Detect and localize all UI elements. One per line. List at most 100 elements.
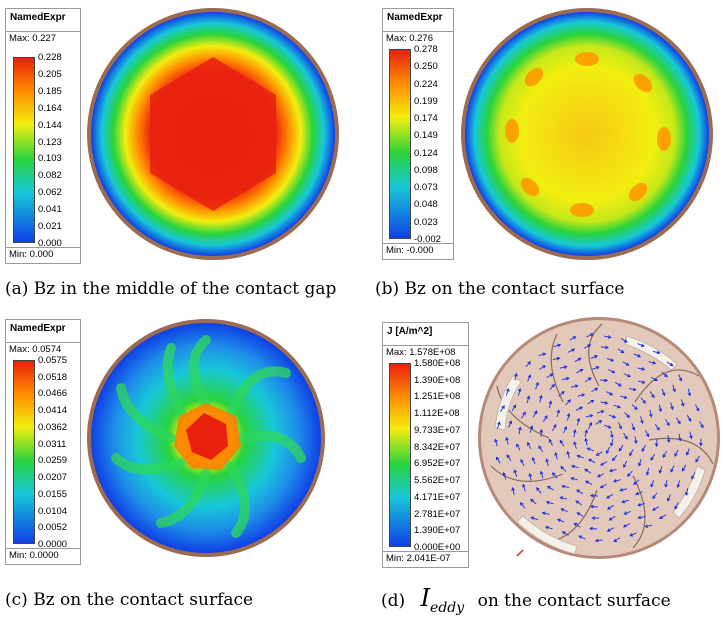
vector-arrow bbox=[623, 432, 628, 440]
vector-arrow bbox=[595, 451, 603, 456]
caption-c: (c) Bz on the contact surface bbox=[5, 590, 254, 610]
spiral-arms bbox=[111, 335, 306, 538]
hot-core bbox=[186, 413, 228, 460]
legend-min: Min: 2.041E-07 bbox=[383, 551, 468, 565]
vector-arrow bbox=[622, 523, 631, 528]
vector-arrow bbox=[609, 438, 614, 447]
vector-arrow bbox=[604, 424, 612, 429]
vector-arrow bbox=[650, 480, 655, 488]
caption-d-suffix: on the contact surface bbox=[477, 591, 671, 611]
vector-arrow bbox=[546, 373, 554, 378]
legend-max: Max: 1.578E+08 bbox=[383, 345, 468, 359]
legend-tick: 0.041 bbox=[38, 204, 62, 216]
caption-d-prefix: (d) bbox=[381, 591, 406, 611]
legend-tick: 0.0000 bbox=[38, 539, 68, 550]
vector-arrow bbox=[536, 487, 542, 494]
caption-d-subscript: eddy bbox=[430, 600, 465, 616]
vector-arrow bbox=[649, 391, 655, 399]
legend-tick: 0.023 bbox=[414, 216, 438, 228]
vector-arrow bbox=[652, 492, 658, 500]
vector-arrow bbox=[584, 437, 588, 446]
vector-arrow bbox=[672, 384, 676, 393]
legend-tick: 0.0104 bbox=[38, 505, 68, 517]
vector-arrow bbox=[691, 472, 696, 480]
vector-arrow bbox=[519, 501, 526, 509]
disk-field bbox=[481, 320, 717, 556]
hot-region bbox=[150, 57, 276, 211]
vector-arrow bbox=[676, 480, 681, 489]
vector-arrow bbox=[594, 538, 603, 543]
vector-arrow bbox=[648, 360, 657, 365]
vector-arrow bbox=[559, 496, 568, 500]
vector-arrow bbox=[608, 369, 616, 374]
vector-arrow bbox=[600, 400, 609, 405]
legend-tick: 0.048 bbox=[414, 199, 438, 211]
vector-arrow bbox=[592, 366, 600, 370]
vector-arrow bbox=[591, 516, 600, 520]
vector-arrow bbox=[666, 435, 671, 444]
vector-arrow bbox=[619, 488, 628, 492]
vector-arrow bbox=[613, 537, 621, 542]
legend-d: J [A/m^2] Max: 1.578E+08 1.580E+08 1.390E… bbox=[382, 322, 469, 568]
legend-min: Min: 0.0000 bbox=[6, 548, 80, 562]
vector-arrow bbox=[637, 515, 646, 520]
vector-arrow bbox=[545, 458, 549, 467]
vector-arrow bbox=[514, 372, 518, 381]
vector-arrow bbox=[666, 494, 671, 502]
legend-tick: 0.228 bbox=[38, 52, 62, 63]
legend-tick: 9.733E+07 bbox=[414, 424, 461, 436]
vector-arrow bbox=[576, 512, 584, 517]
vector-arrow bbox=[633, 353, 642, 358]
vector-arrow bbox=[577, 393, 586, 397]
legend-tick: -0.002 bbox=[414, 234, 441, 245]
vector-arrow bbox=[559, 365, 568, 369]
vector-arrow bbox=[610, 430, 614, 439]
vector-arrow bbox=[596, 473, 605, 478]
vector-arrow bbox=[539, 394, 543, 403]
vector-arrow bbox=[623, 510, 631, 515]
vector-arrow bbox=[624, 412, 631, 419]
vector-arrow bbox=[645, 430, 650, 438]
vector-arrow bbox=[584, 468, 592, 474]
legend-tick: 5.562E+07 bbox=[414, 475, 461, 487]
vector-arrow bbox=[595, 420, 603, 425]
vector-arrow bbox=[623, 460, 628, 469]
legend-tick: 0.123 bbox=[38, 136, 62, 148]
vector-arrow bbox=[587, 400, 595, 405]
vector-arrow bbox=[662, 450, 668, 458]
vector-arrow bbox=[626, 470, 633, 477]
legend-c: NamedExpr Max: 0.0574 0.0575 0.0518 0.0466… bbox=[5, 319, 81, 565]
legend-tick: 0.0052 bbox=[38, 522, 68, 534]
legend-max: Max: 0.276 bbox=[383, 31, 453, 45]
vector-arrow bbox=[645, 467, 650, 476]
legend-max: Max: 0.227 bbox=[6, 31, 80, 45]
legend-tick: 0.0311 bbox=[38, 438, 67, 450]
vector-arrow bbox=[496, 421, 501, 429]
legend-tick: 4.171E+07 bbox=[414, 491, 461, 503]
colorbar bbox=[13, 57, 35, 243]
vector-arrow bbox=[629, 449, 634, 457]
vector-arrow bbox=[607, 505, 614, 510]
vector-arrow bbox=[584, 344, 592, 349]
vector-arrow bbox=[686, 414, 692, 422]
legend-min: Min: -0.000 bbox=[383, 243, 453, 257]
vector-arrow bbox=[590, 355, 599, 359]
legend-tick: 0.164 bbox=[38, 102, 62, 114]
vector-arrow bbox=[606, 357, 615, 362]
colorbar bbox=[389, 363, 411, 547]
vector-arrow bbox=[551, 472, 558, 479]
vector-arrow bbox=[670, 402, 674, 411]
vector-arrow bbox=[584, 377, 592, 383]
vector-arrow bbox=[619, 395, 628, 400]
vector-arrow bbox=[637, 502, 646, 507]
vector-arrow bbox=[589, 504, 598, 509]
legend-tick: 0.000E+00 bbox=[414, 542, 461, 553]
vector-arrow bbox=[508, 420, 513, 428]
vector-arrow bbox=[608, 515, 616, 521]
legend-a: NamedExpr Max: 0.227 0.228 0.205 0.185 0.16… bbox=[5, 8, 81, 264]
vector-arrow bbox=[695, 455, 700, 463]
vector-arrow bbox=[576, 489, 584, 495]
vector-arrow bbox=[538, 352, 547, 357]
legend-max: Max: 0.0574 bbox=[6, 342, 80, 356]
vector-arrow bbox=[699, 438, 703, 447]
